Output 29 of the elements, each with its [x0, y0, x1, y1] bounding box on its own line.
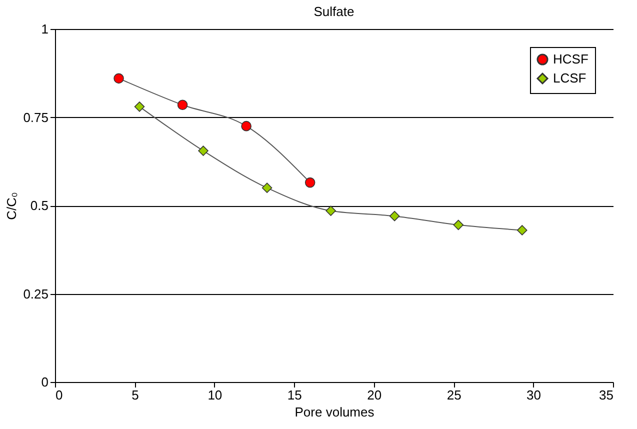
point: [326, 206, 336, 216]
y-tick-label: 0.75: [23, 110, 48, 125]
point: [304, 177, 316, 188]
y-axis-title: C/C₀: [4, 192, 20, 220]
x-tick-label: 25: [446, 388, 462, 402]
legend-label: HCSF: [553, 52, 588, 66]
y-tick-label: 0: [41, 374, 48, 390]
x-tick-label: 35: [599, 388, 614, 402]
x-tick-label: 10: [208, 388, 222, 402]
chart-title: Sulfate: [314, 4, 354, 19]
x-tick-label: 15: [287, 388, 302, 402]
point: [198, 146, 208, 156]
x-tick-label: 5: [132, 388, 139, 402]
x-tick-label: 30: [526, 388, 542, 402]
point: [177, 100, 188, 110]
point: [453, 220, 464, 230]
point: [114, 73, 124, 84]
y-tick-label: 0.5: [30, 198, 48, 213]
legend-label: LCSF: [553, 70, 586, 86]
point: [241, 120, 252, 132]
point: [262, 182, 272, 193]
x-axis-title: Pore volumes: [294, 404, 375, 420]
y-tick-label: 1: [41, 22, 48, 36]
x-tick-label: 0: [56, 388, 63, 402]
point: [134, 102, 145, 112]
point: [516, 225, 528, 236]
x-tick-label: 20: [367, 388, 382, 402]
point: [389, 210, 400, 222]
y-tick-label: 0.25: [23, 286, 48, 302]
